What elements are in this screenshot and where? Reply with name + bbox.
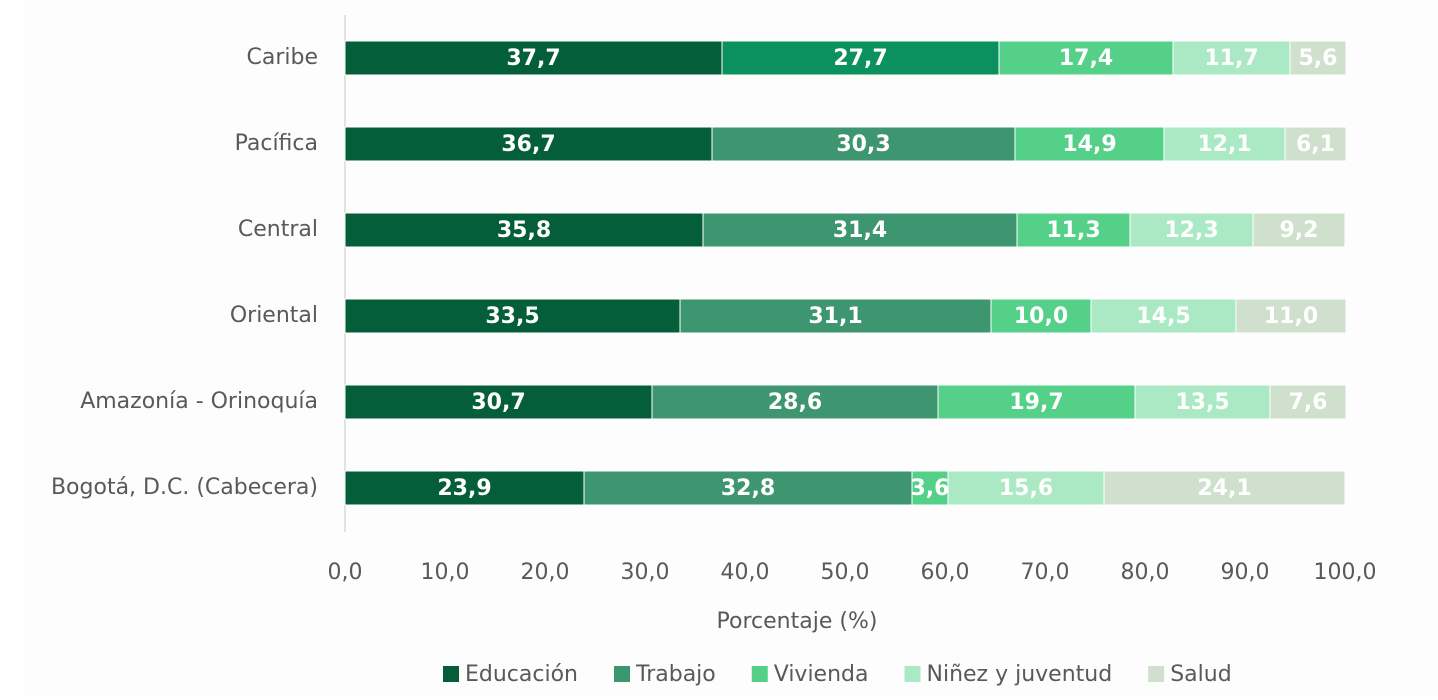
chart-background [25, 0, 1438, 696]
legend-swatch [443, 666, 459, 682]
bar-segment [1134, 384, 1271, 420]
bar-segment [1252, 212, 1346, 248]
x-tick-label: 50,0 [821, 560, 870, 585]
bar-segment [990, 298, 1092, 334]
legend-swatch [614, 666, 630, 682]
bar-segment [1284, 126, 1347, 162]
data-label: 28,6 [768, 390, 822, 415]
x-tick-label: 60,0 [921, 560, 970, 585]
data-label: 11,7 [1204, 46, 1258, 71]
data-label: 37,7 [506, 46, 560, 71]
data-label: 14,5 [1136, 304, 1190, 329]
data-label: 17,4 [1059, 46, 1113, 71]
bar-segment [1269, 384, 1347, 420]
legend-label: Educación [465, 662, 578, 687]
data-label: 3,6 [911, 476, 950, 501]
y-tick-label: Bogotá, D.C. (Cabecera) [51, 475, 318, 500]
bar-segment [344, 298, 681, 334]
data-label: 31,4 [833, 218, 887, 243]
data-label: 13,5 [1175, 390, 1229, 415]
data-label: 5,6 [1299, 46, 1338, 71]
legend-label: Salud [1170, 662, 1231, 687]
data-label: 23,9 [437, 476, 491, 501]
bar-segment [702, 212, 1018, 248]
bar-segment [998, 40, 1174, 76]
x-tick-label: 80,0 [1121, 560, 1170, 585]
data-label: 14,9 [1062, 132, 1116, 157]
x-tick-label: 90,0 [1221, 560, 1270, 585]
y-tick-label: Pacífica [235, 131, 318, 156]
bar-segment [947, 470, 1105, 506]
data-label: 10,0 [1014, 304, 1068, 329]
x-tick-label: 70,0 [1021, 560, 1070, 585]
data-label: 6,1 [1296, 132, 1335, 157]
x-tick-label: 10,0 [421, 560, 470, 585]
x-tick-label: 20,0 [521, 560, 570, 585]
bar-segment [1103, 470, 1346, 506]
data-label: 11,3 [1046, 218, 1100, 243]
bar-segment [1090, 298, 1237, 334]
bar-segment [937, 384, 1136, 420]
x-tick-label: 30,0 [621, 560, 670, 585]
bar-segment [344, 384, 653, 420]
data-label: 12,3 [1164, 218, 1218, 243]
data-label: 30,3 [836, 132, 890, 157]
data-label: 19,7 [1009, 390, 1063, 415]
x-tick-label: 100,0 [1314, 560, 1377, 585]
x-axis-title: Porcentaje (%) [717, 609, 878, 634]
data-label: 11,0 [1264, 304, 1318, 329]
data-label: 9,2 [1280, 218, 1319, 243]
bar-segment [344, 126, 713, 162]
bar-segment [679, 298, 992, 334]
data-label: 32,8 [721, 476, 775, 501]
legend-label: Niñez y juventud [927, 662, 1113, 687]
bar-segment [1163, 126, 1286, 162]
data-label: 33,5 [485, 304, 539, 329]
y-tick-label: Amazonía - Orinoquía [80, 389, 318, 414]
data-label: 15,6 [999, 476, 1053, 501]
bar-segment [344, 212, 704, 248]
x-tick-label: 40,0 [721, 560, 770, 585]
data-label: 24,1 [1197, 476, 1251, 501]
bar-segment [583, 470, 913, 506]
data-label: 36,7 [501, 132, 555, 157]
x-tick-label: 0,0 [328, 560, 363, 585]
data-label: 7,6 [1289, 390, 1328, 415]
bar-segment [344, 470, 585, 506]
data-label: 35,8 [497, 218, 551, 243]
data-label: 27,7 [833, 46, 887, 71]
bar-segment [1016, 212, 1131, 248]
bar-segment [1129, 212, 1254, 248]
data-label: 30,7 [471, 390, 525, 415]
data-label: 31,1 [808, 304, 862, 329]
bar-segment [1289, 40, 1347, 76]
legend-swatch [751, 666, 768, 682]
y-tick-label: Central [238, 217, 318, 242]
legend-swatch [904, 666, 921, 682]
legend-label: Trabajo [635, 662, 716, 687]
bar-segment [721, 40, 1000, 76]
data-label: 12,1 [1197, 132, 1251, 157]
legend-label: Vivienda [774, 662, 869, 687]
legend-swatch [1148, 666, 1165, 682]
bar-segment [911, 470, 949, 506]
bar-segment [1235, 298, 1347, 334]
y-tick-label: Oriental [230, 303, 318, 328]
y-tick-label: Caribe [247, 45, 319, 70]
